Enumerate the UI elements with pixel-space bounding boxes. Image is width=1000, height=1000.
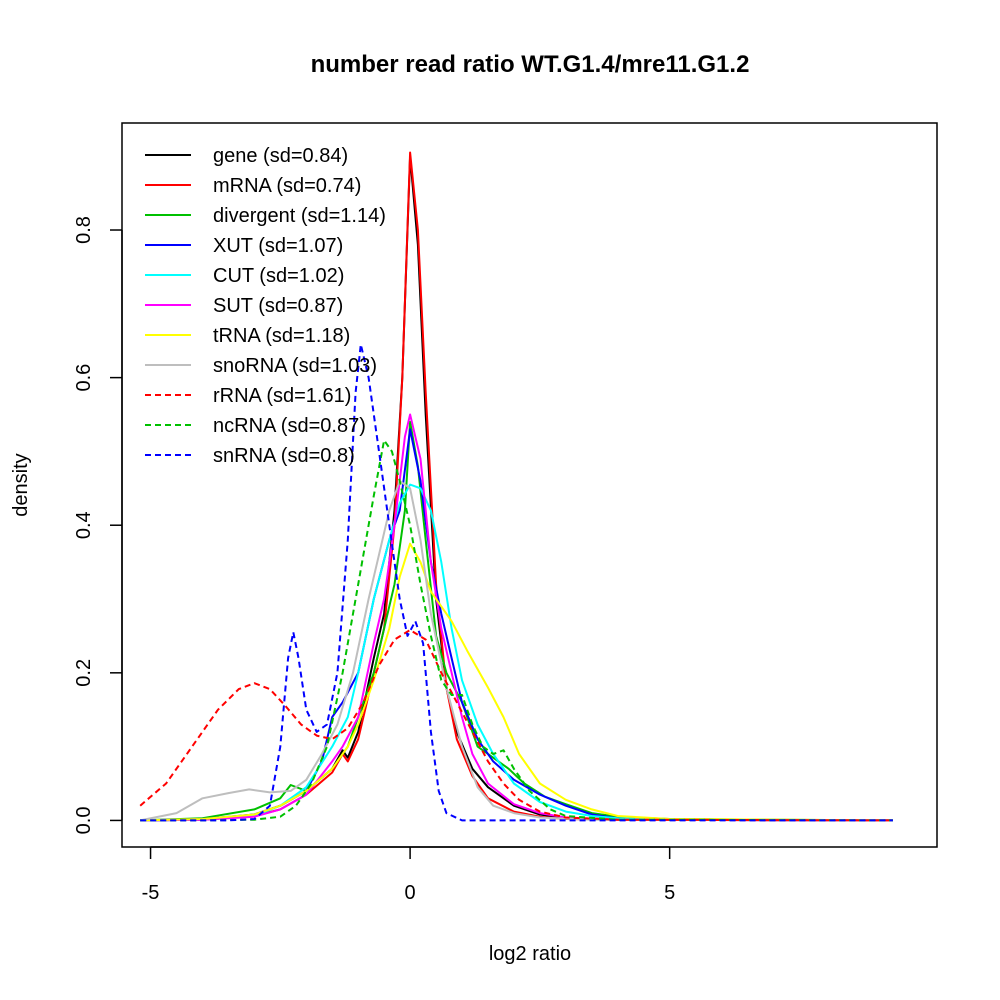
legend-label-3: XUT (sd=1.07) — [213, 235, 343, 257]
y-tick-label: 0.6 — [73, 364, 95, 392]
axis-layer: -5 0 5 0.0 0.2 0.4 0.6 0.8 — [73, 216, 675, 904]
legend-label-8: rRNA (sd=1.61) — [213, 385, 351, 407]
series-line-8 — [139, 629, 893, 822]
legend-label-4: CUT (sd=1.02) — [213, 265, 344, 287]
y-tick-label: 0.8 — [73, 216, 95, 244]
x-tick-label: -5 — [142, 882, 160, 904]
y-tick-label: 0.0 — [73, 807, 95, 835]
legend-label-2: divergent (sd=1.14) — [213, 205, 386, 227]
legend-label-10: snRNA (sd=0.8) — [213, 445, 355, 467]
legend-label-0: gene (sd=0.84) — [213, 145, 348, 167]
legend-label-7: snoRNA (sd=1.03) — [213, 355, 377, 377]
chart-title: number read ratio WT.G1.4/mre11.G1.2 — [311, 51, 750, 78]
x-axis-label: log2 ratio — [489, 943, 571, 965]
series-line-10 — [140, 343, 893, 822]
series-line-7 — [140, 479, 893, 822]
y-tick-label: 0.2 — [73, 659, 95, 687]
series-line-9 — [140, 439, 893, 822]
series-line-1 — [140, 151, 893, 822]
legend-label-9: ncRNA (sd=0.87) — [213, 415, 366, 437]
legend-label-6: tRNA (sd=1.18) — [213, 325, 350, 347]
series-line-4 — [140, 483, 893, 822]
y-axis-label: density — [10, 453, 32, 516]
series-line-3 — [140, 428, 893, 822]
series-layer — [139, 151, 893, 822]
legend-label-1: mRNA (sd=0.74) — [213, 175, 361, 197]
x-tick-label: 0 — [405, 882, 416, 904]
x-tick-label: 5 — [664, 882, 675, 904]
series-line-5 — [140, 413, 893, 822]
legend: gene (sd=0.84) mRNA (sd=0.74) divergent (s… — [145, 145, 386, 467]
y-tick-label: 0.4 — [73, 511, 95, 539]
legend-label-5: SUT (sd=0.87) — [213, 295, 343, 317]
